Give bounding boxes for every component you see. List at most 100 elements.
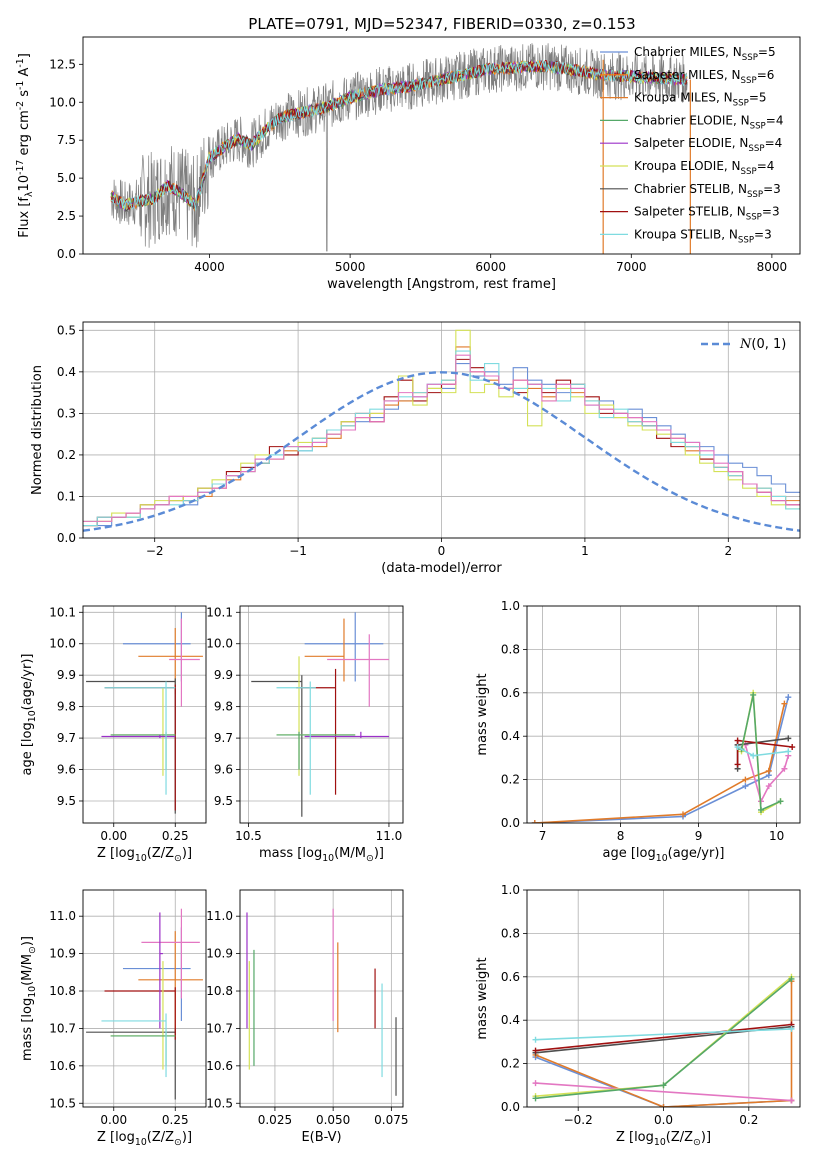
mass-weight-marker: [734, 761, 741, 768]
age_vs_Z-ytick-label: 9.7: [57, 731, 76, 745]
age_vs_Z-xtick-label: 0.00: [100, 829, 127, 843]
spectrum-xtick-label: 8000: [757, 260, 788, 274]
residual-histogram: [83, 354, 800, 522]
mass_vs_EBV-axes: 0.025 0.050 0.075 10.5 10.6 10.7 10.8 10.9 11.0: [206, 890, 409, 1127]
mass_vs_Z-frame: [82, 889, 207, 1108]
residuals-ylabel: Normed distribution: [30, 365, 45, 495]
mass_vs_EBV-xlabel: E(B-V): [301, 1130, 341, 1145]
spectrum-xlabel: wavelength [Angstrom, rest frame]: [327, 277, 556, 292]
weight_vs_age-ytick-label: 1.0: [501, 599, 520, 613]
residuals-ytick-label: 0.0: [57, 531, 76, 545]
age_vs_Z-ylabel: age [log10​(age/yr)]: [20, 654, 38, 776]
spectrum-model-line: [111, 60, 688, 213]
age_vs_Z-xlabel: Z [log10​(Z/Z⊙​)]: [97, 846, 192, 864]
mass-weight-marker: [785, 694, 792, 701]
mass-weight-line: [535, 1082, 792, 1102]
weight_vs_Z-xtick-label: 0.2: [739, 1113, 758, 1127]
weight_vs_age-xtick-label: 10: [769, 829, 784, 843]
mass_vs_Z-ylabel: mass [log10​(M/M⊙​)]: [20, 936, 38, 1061]
spectrum-xtick-label: 4000: [194, 260, 225, 274]
mass_vs_EBV-xtick-label: 0.075: [374, 1113, 408, 1127]
mass-weight-marker: [734, 744, 741, 751]
weight_vs_Z-ytick-label: 0.0: [501, 1100, 520, 1114]
mass-weight-line: [535, 981, 793, 1107]
age_vs_Z-ytick-label: 9.6: [57, 763, 76, 777]
age_vs_mass-xtick-label: 11.0: [376, 829, 403, 843]
weight_vs_age-xlabel: age [log10​(age/yr)]: [603, 846, 725, 864]
weight_vs_age-ytick-label: 0.8: [501, 642, 520, 656]
age_vs_Z-ytick-label: 9.8: [57, 700, 76, 714]
mass_vs_EBV-ytick-label: 11.0: [206, 909, 233, 923]
weight_vs_age-ylabel: mass weight: [475, 673, 490, 755]
mass-weight-marker: [789, 744, 796, 751]
mass-weight-marker: [781, 765, 788, 772]
mass-weight-marker: [785, 748, 792, 755]
age_vs_mass-ytick-label: 9.8: [214, 700, 233, 714]
mass-weight-marker: [781, 700, 788, 707]
mass_vs_EBV-ytick-label: 10.9: [206, 947, 233, 961]
legend-label: Kroupa STELIB, NSSP​=3: [634, 227, 772, 245]
mass_vs_Z-ytick-label: 10.6: [49, 1059, 76, 1073]
age_vs_mass-ytick-label: 10.1: [206, 605, 233, 619]
age_vs_mass-frame: [239, 605, 404, 824]
mass-weight-marker: [660, 1104, 667, 1107]
age_vs_mass-ytick-label: 9.6: [214, 763, 233, 777]
residuals-axes: −2 −1 0 1 2 0.0 0.1 0.2 0.3 0.4 0.5: [57, 322, 800, 558]
age_vs_mass-ytick-label: 9.9: [214, 668, 233, 682]
spectrum-ytick-label: 12.5: [49, 57, 76, 71]
legend-label: Chabrier STELIB, NSSP​=3: [634, 182, 781, 200]
legend-label: Chabrier ELODIE, NSSP​=4: [634, 113, 783, 131]
age_vs_mass-ytick-label: 9.5: [214, 794, 233, 808]
weight_vs_Z-ytick-label: 0.6: [501, 970, 520, 984]
mass-weight-line: [740, 694, 781, 812]
gaussian-curve: [83, 371, 800, 532]
weight_vs_Z-ytick-label: 0.4: [501, 1013, 520, 1027]
mass-weight-marker: [532, 1036, 539, 1043]
age_vs_mass-xlabel: mass [log10​(M/M⊙​)]: [259, 846, 384, 864]
age_vs_mass-ytick-label: 10.0: [206, 637, 233, 651]
age_vs_Z-ytick-label: 10.1: [49, 605, 76, 619]
mass-weight-line: [535, 1028, 792, 1041]
mass-weight-marker: [788, 1025, 795, 1032]
mass-weight-marker: [785, 735, 792, 742]
mass_vs_Z-axes: 0.00 0.25 10.5 10.6 10.7 10.8 10.9 11.0: [49, 890, 206, 1127]
page-title: PLATE=0791, MJD=52347, FIBERID=0330, z=0…: [248, 15, 635, 33]
age_vs_Z-xtick-label: 0.25: [162, 829, 189, 843]
mass-weight-line: [737, 746, 789, 757]
mass-weight-marker: [531, 820, 538, 823]
mass-weight-marker: [660, 1082, 667, 1089]
spectrum-ytick-label: 2.5: [57, 209, 76, 223]
age_vs_mass-ytick-label: 9.7: [214, 731, 233, 745]
residuals-xlabel: (data-model)/error: [381, 561, 502, 576]
mass_vs_Z-ytick-label: 10.5: [49, 1096, 76, 1110]
weight_vs_age-ytick-label: 0.4: [501, 729, 520, 743]
mass-weight-marker: [777, 798, 784, 805]
mass-weight-line: [535, 1023, 792, 1052]
spectrum-frame: [82, 36, 801, 255]
mass_vs_EBV-ytick-label: 10.5: [206, 1096, 233, 1110]
weight_vs_Z-ytick-label: 1.0: [501, 883, 520, 897]
age_vs_Z-frame: [82, 605, 207, 824]
residuals-ytick-label: 0.2: [57, 448, 76, 462]
mass_vs_EBV-xtick-label: 0.025: [258, 1113, 292, 1127]
weight_vs_Z-xtick-label: −0.2: [564, 1113, 593, 1127]
spectrum-xtick-label: 6000: [475, 260, 506, 274]
residuals-frame: [82, 321, 801, 539]
weight_vs_Z-xlabel: Z [log10​(Z/Z⊙​)]: [616, 1130, 711, 1148]
age_vs_Z-ytick-label: 9.9: [57, 668, 76, 682]
mass-weight-marker: [788, 975, 795, 982]
age_vs_Z-ytick-label: 9.5: [57, 794, 76, 808]
residuals-ytick-label: 0.4: [57, 365, 76, 379]
residuals-xtick-label: 0: [438, 544, 446, 558]
residuals-xtick-label: −1: [289, 544, 307, 558]
weight_vs_age-xtick-label: 8: [617, 829, 625, 843]
spectrum-xtick-label: 5000: [335, 260, 366, 274]
mass-weight-marker: [788, 1097, 795, 1104]
spectrum-ytick-label: 7.5: [57, 133, 76, 147]
mass-weight-marker: [765, 783, 772, 790]
weight_vs_age-xtick-label: 7: [539, 829, 547, 843]
legend-label: Kroupa ELODIE, NSSP​=4: [634, 159, 774, 177]
residuals-xtick-label: 1: [581, 544, 589, 558]
legend-label: Salpeter MILES, NSSP​=6: [634, 68, 774, 86]
